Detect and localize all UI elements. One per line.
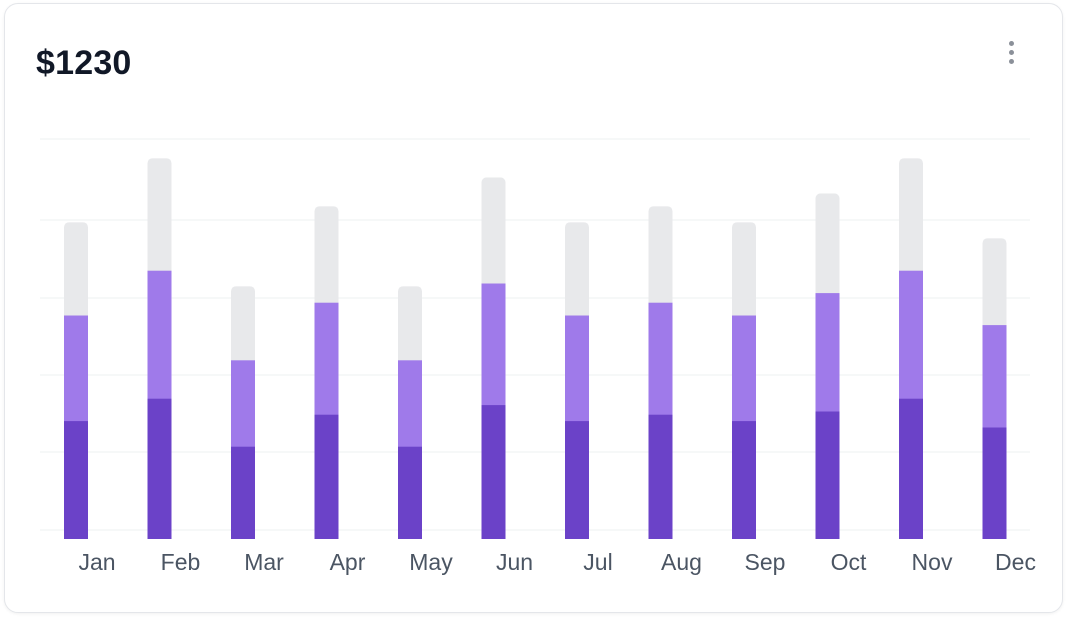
bar-nov[interactable] xyxy=(899,158,923,539)
bar-segment-bottom xyxy=(147,398,172,539)
bar-segment-bottom xyxy=(899,398,923,539)
bar-segment-top xyxy=(899,158,923,271)
bar-aug[interactable] xyxy=(648,206,673,539)
menu-dot xyxy=(1009,50,1014,55)
bar-segment-bottom xyxy=(648,414,673,539)
x-tick-label: Feb xyxy=(161,549,201,575)
bar-segment-middle xyxy=(64,315,88,422)
bar-segment-bottom xyxy=(982,427,1007,539)
bars xyxy=(64,158,1007,539)
bar-segment-bottom xyxy=(815,411,840,539)
bar-jan[interactable] xyxy=(64,222,88,539)
bar-segment-top xyxy=(314,206,339,303)
bar-segment-top xyxy=(398,286,422,361)
bar-segment-middle xyxy=(398,359,422,447)
bar-may[interactable] xyxy=(398,286,422,539)
x-tick-label: Mar xyxy=(244,549,284,575)
bar-segment-bottom xyxy=(64,420,88,539)
menu-dot xyxy=(1009,41,1014,46)
x-tick-label: Nov xyxy=(912,549,953,575)
bar-segment-top xyxy=(231,286,255,361)
bar-segment-middle xyxy=(982,324,1007,428)
bar-mar[interactable] xyxy=(231,286,255,539)
bar-segment-bottom xyxy=(398,446,422,539)
x-tick-label: Jun xyxy=(496,549,533,575)
bar-segment-middle xyxy=(815,292,840,412)
bar-segment-middle xyxy=(648,302,673,415)
bar-jun[interactable] xyxy=(481,177,506,539)
bar-segment-bottom xyxy=(481,404,506,539)
x-tick-label: Apr xyxy=(330,549,366,575)
x-tick-label: May xyxy=(409,549,453,575)
bar-segment-top xyxy=(815,193,840,294)
bar-oct[interactable] xyxy=(815,193,840,539)
bar-segment-middle xyxy=(231,359,255,447)
x-tick-label: Oct xyxy=(831,549,867,575)
menu-dot xyxy=(1009,59,1014,64)
x-tick-label: Dec xyxy=(995,549,1036,575)
bar-segment-top xyxy=(565,222,589,316)
bar-segment-middle xyxy=(481,283,506,406)
bar-segment-bottom xyxy=(231,446,255,539)
x-tick-label: Jan xyxy=(78,549,115,575)
bar-segment-top xyxy=(147,158,172,271)
bar-segment-top xyxy=(982,238,1007,326)
bar-segment-bottom xyxy=(732,420,756,539)
bar-feb[interactable] xyxy=(147,158,172,539)
bar-segment-bottom xyxy=(314,414,339,539)
more-vertical-icon[interactable] xyxy=(1000,38,1024,68)
bar-apr[interactable] xyxy=(314,206,339,539)
bar-segment-top xyxy=(732,222,756,316)
bar-segment-middle xyxy=(899,270,923,399)
x-tick-label: Sep xyxy=(745,549,786,575)
bar-segment-top xyxy=(64,222,88,316)
x-axis-labels: Jan Feb Mar Apr May Jun Jul Aug Sep Oct Nov Dec xyxy=(78,549,1036,575)
bar-segment-middle xyxy=(147,270,172,399)
bar-segment-middle xyxy=(314,302,339,415)
bar-segment-middle xyxy=(732,315,756,422)
bar-sep[interactable] xyxy=(732,222,756,539)
bar-dec[interactable] xyxy=(982,238,1007,539)
bar-segment-top xyxy=(481,177,506,284)
revenue-card xyxy=(4,3,1063,613)
x-tick-label: Aug xyxy=(661,549,702,575)
bar-segment-bottom xyxy=(565,420,589,539)
bar-jul[interactable] xyxy=(565,222,589,539)
gridlines xyxy=(40,138,1030,531)
card-title: $1230 xyxy=(36,44,132,82)
x-tick-label: Jul xyxy=(583,549,612,575)
bar-segment-top xyxy=(648,206,673,303)
bar-segment-middle xyxy=(565,315,589,422)
